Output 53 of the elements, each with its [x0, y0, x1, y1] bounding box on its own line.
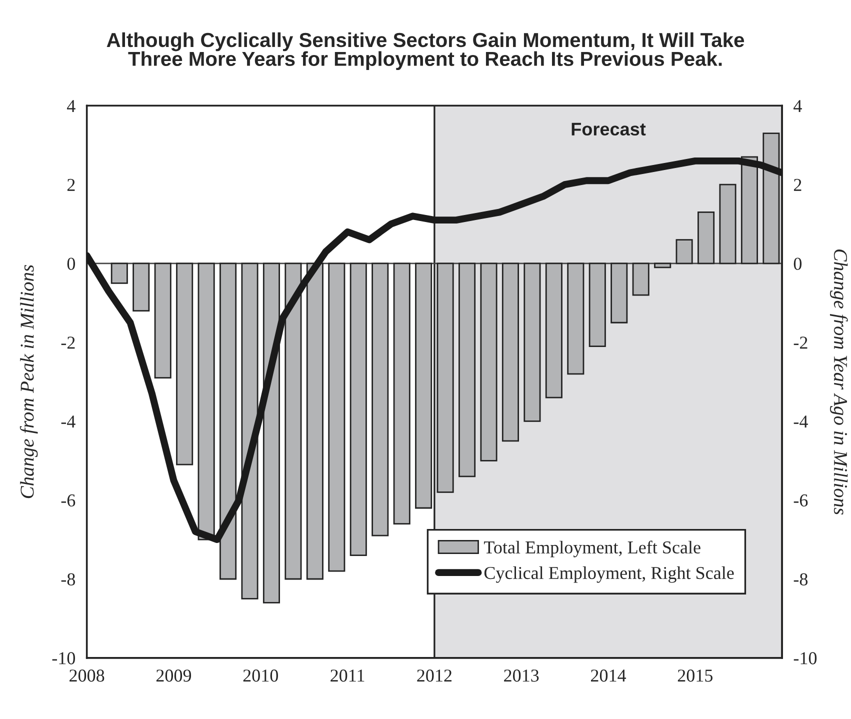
y-tick-label: 0 [67, 258, 76, 270]
x-tick-label: 2011 [330, 670, 364, 682]
y-tick-label: -6 [61, 494, 76, 507]
y2-tick-label: -2 [794, 336, 808, 349]
bar [176, 262, 194, 466]
y2-tick-label: 4 [794, 100, 802, 112]
x-tick-label: 2009 [156, 670, 192, 682]
y2-tick-label: 2 [794, 178, 802, 191]
y-tick-label: -10 [52, 652, 76, 664]
bar [632, 262, 650, 296]
legend-label: Total Employment, Left Scale [484, 540, 700, 558]
y-tick-label: -4 [61, 416, 76, 428]
bar [480, 262, 498, 462]
bar [698, 211, 715, 264]
bar [502, 262, 519, 442]
x-tick-label: 2014 [590, 670, 626, 682]
y-tick-label: 2 [67, 178, 75, 191]
bar [132, 262, 150, 312]
band-label: Forecast [572, 122, 646, 136]
bar [545, 262, 562, 398]
x-tick-label: 2010 [243, 670, 278, 682]
bar [372, 262, 389, 536]
bar [198, 262, 215, 540]
y-tick-label: -8 [61, 573, 76, 586]
bar [350, 262, 367, 556]
bar [436, 262, 454, 493]
y-tick-label: -2 [61, 336, 75, 349]
y2-tick-label: -8 [794, 573, 808, 586]
bar [328, 262, 346, 572]
y2-tick-label: 0 [794, 258, 802, 270]
x-tick-label: 2015 [678, 670, 713, 682]
x-tick-label: 2013 [504, 670, 539, 682]
bar [110, 262, 128, 284]
bar [588, 262, 606, 347]
x-tick-label: 2012 [417, 670, 452, 682]
y2-tick-label: -6 [794, 494, 808, 507]
y2-axis-title: Change from Year Ago in Millions [830, 250, 848, 515]
y-axis-title: Change from Peak in Millions [20, 265, 38, 498]
bar [719, 184, 736, 264]
y2-tick-label: -10 [794, 652, 817, 664]
legend-label: Cyclical Employment, Right Scale [484, 566, 734, 583]
bar [458, 262, 476, 478]
bar [654, 262, 672, 268]
y-tick-label: 4 [67, 100, 76, 112]
bar [567, 262, 584, 375]
chart-title: Although Cyclically Sensitive Sectors Gain Momentum, It Will Take Three More Years for Employment to Reach Its Previous Peak. [106, 32, 744, 70]
bar [154, 262, 172, 379]
bar [393, 262, 410, 524]
bar [524, 262, 541, 422]
bar [610, 262, 628, 324]
x-tick-label: 2008 [70, 670, 104, 682]
y2-tick-label: -4 [794, 416, 808, 428]
bar [676, 239, 693, 264]
